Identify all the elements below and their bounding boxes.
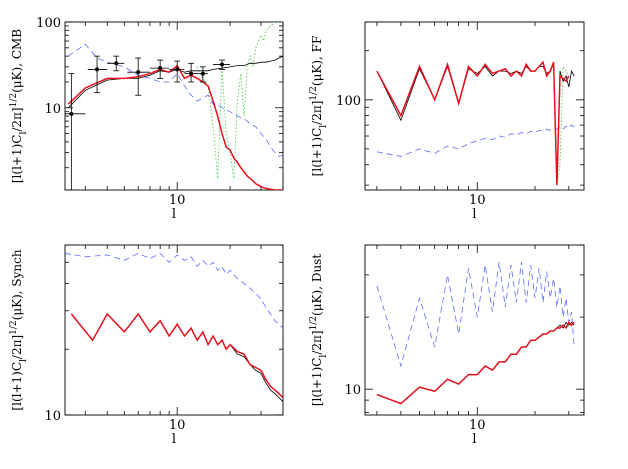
- x-tick-label: 10: [169, 193, 186, 208]
- data-point: [107, 55, 125, 72]
- y-tick-label: 10: [344, 383, 361, 398]
- data-point: [127, 57, 150, 96]
- x-tick-label: 10: [169, 418, 186, 433]
- series-red-solid: [67, 64, 283, 190]
- data-point: [213, 59, 231, 70]
- series-black-solid: [71, 313, 283, 402]
- series-black-solid: [67, 55, 283, 109]
- series-red-solid: [376, 321, 575, 405]
- plot-frame: [364, 21, 585, 191]
- y-tick-label: 10: [44, 409, 61, 424]
- x-tick-label: 10: [469, 193, 486, 208]
- series-blue-dashed: [376, 261, 575, 368]
- series-blue-dashed: [67, 43, 283, 158]
- series-green-dotted: [196, 22, 283, 179]
- x-tick-label: 10: [469, 418, 486, 433]
- series-black-solid: [376, 64, 575, 186]
- series-blue-dashed: [65, 252, 283, 329]
- y-axis-label: [l(l+1)Cl/2π]1/2(μK), Synch: [9, 249, 29, 410]
- y-axis-label: [l(l+1)Cl/2π]1/2(μK), CMB: [9, 29, 29, 183]
- series-red-solid: [376, 60, 570, 186]
- data-point: [184, 62, 198, 83]
- data-point: [65, 73, 86, 190]
- y-axis-label: [l(l+1)Cl/2π]1/2(μK), FF: [309, 36, 329, 177]
- series-blue-dashed: [376, 124, 575, 157]
- plot-frame: [64, 244, 284, 416]
- y-axis-label: [l(l+1)Cl/2π]1/2(μK), Dust: [309, 254, 329, 406]
- data-point: [149, 59, 170, 79]
- y-tick-label: 100: [36, 16, 61, 31]
- plot-frame: [64, 21, 284, 191]
- x-axis-label: l: [172, 432, 176, 447]
- data-point: [194, 66, 209, 83]
- x-axis-label: l: [472, 432, 476, 447]
- data-point: [87, 55, 108, 94]
- ff-panel: 10 100 l [l(l+1)Cl/2π]1/2(μK), FF: [309, 21, 585, 222]
- cmb-panel: 10 10 100 l [l(l+1)Cl/2π]1/2(μK), CMB: [9, 16, 284, 222]
- x-axis-label: l: [472, 207, 476, 222]
- y-tick-label: 100: [336, 94, 361, 109]
- data-point: [169, 60, 185, 83]
- series-red-solid: [70, 312, 283, 399]
- y-tick-label: 10: [44, 102, 61, 117]
- x-axis-label: l: [172, 207, 176, 222]
- plot-frame: [364, 244, 585, 416]
